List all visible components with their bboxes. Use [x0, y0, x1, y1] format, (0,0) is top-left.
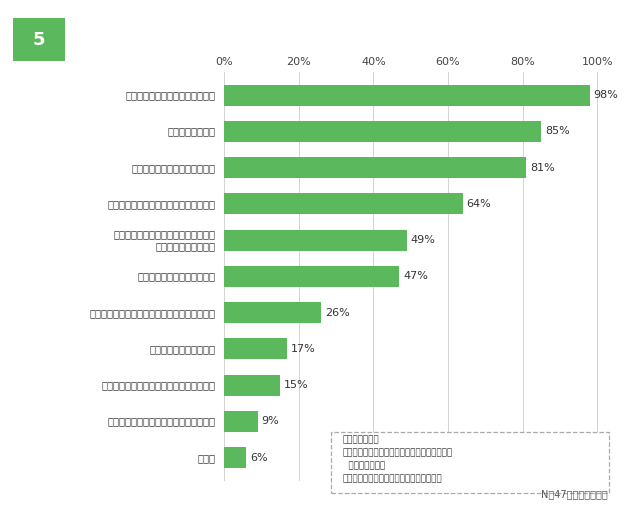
Text: 学校規模の適正化等について国からの支援の要望: 学校規模の適正化等について国からの支援の要望	[77, 32, 270, 47]
Text: 統合が困難な小規模校等への支援の充実: 統合が困難な小規模校等への支援の充実	[108, 199, 216, 209]
Text: 統合の効果に関する分析: 統合の効果に関する分析	[150, 344, 216, 354]
Text: 26%: 26%	[325, 308, 349, 318]
Text: 優れた先行事例の収集・提供: 優れた先行事例の収集・提供	[138, 271, 216, 282]
Text: スクールバス導入費用への補助: スクールバス導入費用への補助	[131, 163, 216, 173]
Bar	[224, 375, 280, 396]
Bar	[224, 194, 463, 215]
Bar	[224, 338, 287, 359]
Text: 学校規模適正化について検討する際に
参考となる資料の提供: 学校規模適正化について検討する際に 参考となる資料の提供	[113, 229, 216, 251]
Text: N＝47（全都道府県）: N＝47（全都道府県）	[541, 489, 608, 499]
Text: 優れた先行事例の研究に係る経費の支出: 優れた先行事例の研究に係る経費の支出	[108, 416, 216, 426]
Text: 17%: 17%	[291, 344, 316, 354]
Text: その他: その他	[198, 453, 216, 463]
Text: 廃校施設の転用に関わる財産処分手続きの緩和: 廃校施設の転用に関わる財産処分手続きの緩和	[90, 308, 216, 318]
Text: 85%: 85%	[545, 126, 570, 137]
Bar	[224, 266, 399, 287]
Text: 5: 5	[33, 31, 45, 49]
FancyBboxPatch shape	[332, 432, 609, 493]
Bar	[224, 411, 258, 432]
Text: 9%: 9%	[261, 416, 279, 426]
Bar	[224, 302, 321, 323]
Text: 教職員定数の加配措置による支援: 教職員定数の加配措置による支援	[125, 90, 216, 100]
Text: 施設整備への補助: 施設整備への補助	[168, 126, 216, 137]
Bar	[224, 157, 526, 178]
Bar	[224, 84, 590, 106]
Text: 専門家の活用等による専門的な指導・助言: 専門家の活用等による専門的な指導・助言	[102, 380, 216, 390]
Bar	[224, 447, 246, 468]
Text: 98%: 98%	[594, 90, 618, 100]
Text: 81%: 81%	[530, 163, 555, 173]
Text: 47%: 47%	[403, 271, 428, 282]
Bar	[224, 230, 407, 251]
Bar	[224, 121, 541, 142]
Bar	[13, 18, 65, 61]
Text: 15%: 15%	[284, 380, 308, 390]
Text: 64%: 64%	[467, 199, 492, 209]
Text: 【その他の例】
・廃校施設の転用等に伴う改修・撤去等に係る
  補助制度の拡充
・遠隔授業の充実のための財政措置の充実: 【その他の例】 ・廃校施設の転用等に伴う改修・撤去等に係る 補助制度の拡充 ・遠…	[343, 436, 453, 483]
Text: 49%: 49%	[411, 235, 436, 245]
Text: 6%: 6%	[250, 453, 268, 463]
